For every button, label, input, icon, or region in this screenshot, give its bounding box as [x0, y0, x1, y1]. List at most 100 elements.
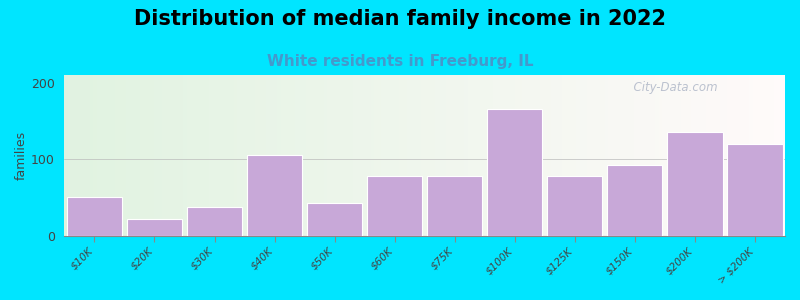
Bar	[78, 75, 82, 236]
Bar	[176, 75, 180, 236]
Bar	[93, 75, 97, 236]
Text: City-Data.com: City-Data.com	[626, 81, 718, 94]
Bar	[144, 75, 147, 236]
Text: White residents in Freeburg, IL: White residents in Freeburg, IL	[266, 54, 534, 69]
Bar	[478, 75, 482, 236]
Bar	[464, 75, 468, 236]
Bar	[695, 75, 698, 236]
Bar	[126, 75, 130, 236]
Bar	[108, 75, 111, 236]
Bar	[111, 75, 115, 236]
Bar	[720, 75, 724, 236]
Bar	[612, 75, 616, 236]
Bar	[681, 75, 684, 236]
Bar	[767, 75, 770, 236]
Bar	[763, 75, 767, 236]
Bar	[219, 75, 223, 236]
Bar	[306, 75, 310, 236]
Bar	[487, 110, 542, 236]
Bar	[667, 132, 722, 236]
Bar	[427, 176, 482, 236]
Bar	[547, 75, 550, 236]
Bar	[205, 75, 209, 236]
Bar	[756, 75, 760, 236]
Bar	[432, 75, 435, 236]
Bar	[500, 75, 504, 236]
Bar	[66, 197, 122, 236]
Bar	[648, 75, 652, 236]
Bar	[370, 75, 374, 236]
Bar	[75, 75, 78, 236]
Bar	[662, 75, 666, 236]
Bar	[154, 75, 158, 236]
Bar	[450, 75, 454, 236]
Bar	[396, 75, 399, 236]
Bar	[573, 75, 576, 236]
Bar	[270, 75, 274, 236]
Bar	[406, 75, 410, 236]
Bar	[274, 75, 277, 236]
Bar	[710, 75, 713, 236]
Bar	[514, 75, 518, 236]
Bar	[652, 75, 655, 236]
Bar	[638, 75, 641, 236]
Bar	[266, 75, 270, 236]
Bar	[626, 75, 630, 236]
Bar	[583, 75, 587, 236]
Bar	[540, 75, 543, 236]
Bar	[385, 75, 389, 236]
Bar	[746, 75, 749, 236]
Bar	[169, 75, 173, 236]
Bar	[101, 75, 104, 236]
Bar	[130, 75, 133, 236]
Bar	[190, 75, 194, 236]
Bar	[410, 75, 414, 236]
Bar	[727, 144, 782, 236]
Bar	[209, 75, 212, 236]
Bar	[349, 75, 353, 236]
Bar	[731, 75, 734, 236]
Bar	[367, 75, 370, 236]
Bar	[774, 75, 778, 236]
Bar	[241, 75, 245, 236]
Bar	[310, 75, 313, 236]
Bar	[569, 75, 573, 236]
Bar	[288, 75, 291, 236]
Bar	[619, 75, 623, 236]
Bar	[342, 75, 346, 236]
Bar	[262, 75, 266, 236]
Bar	[223, 75, 226, 236]
Bar	[295, 75, 298, 236]
Bar	[162, 75, 166, 236]
Bar	[187, 75, 190, 236]
Bar	[118, 75, 122, 236]
Bar	[526, 75, 529, 236]
Bar	[558, 75, 562, 236]
Bar	[607, 165, 662, 236]
Bar	[363, 75, 367, 236]
Bar	[511, 75, 514, 236]
Bar	[122, 75, 126, 236]
Bar	[421, 75, 425, 236]
Bar	[212, 75, 216, 236]
Bar	[645, 75, 648, 236]
Bar	[609, 75, 612, 236]
Bar	[782, 75, 785, 236]
Bar	[234, 75, 238, 236]
Bar	[605, 75, 609, 236]
Bar	[127, 219, 182, 236]
Bar	[598, 75, 602, 236]
Bar	[706, 75, 710, 236]
Bar	[90, 75, 93, 236]
Bar	[490, 75, 493, 236]
Bar	[616, 75, 619, 236]
Bar	[587, 75, 590, 236]
Bar	[338, 75, 342, 236]
Bar	[727, 75, 731, 236]
Bar	[533, 75, 536, 236]
Bar	[691, 75, 695, 236]
Bar	[187, 207, 242, 236]
Bar	[173, 75, 176, 236]
Bar	[320, 75, 324, 236]
Bar	[576, 75, 580, 236]
